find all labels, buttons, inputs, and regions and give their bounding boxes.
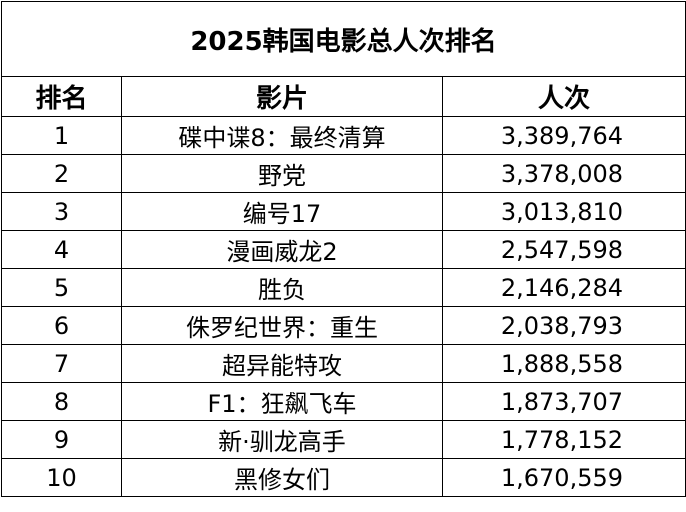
people-cell: 3,013,810 (441, 192, 686, 231)
film-cell: 碟中谍8：最终清算 (121, 116, 443, 155)
film-cell: 胜负 (121, 268, 443, 307)
people-cell: 1,670,559 (441, 458, 686, 497)
rank-cell: 3 (1, 192, 122, 231)
rank-cell: 9 (1, 420, 122, 459)
title-row: 2025韩国电影总人次排名 (0, 1, 686, 77)
film-cell: 野党 (121, 154, 443, 193)
table-row: 5 胜负 2,146,284 (1, 268, 686, 307)
rank-cell: 2 (1, 154, 122, 193)
header-row: 排名 影片 人次 (1, 76, 686, 117)
header-rank: 排名 (1, 76, 122, 117)
film-cell: 侏罗纪世界：重生 (121, 306, 443, 345)
table-row: 7 超异能特攻 1,888,558 (1, 344, 686, 383)
people-cell: 1,888,558 (441, 344, 686, 383)
film-cell: 漫画威龙2 (121, 230, 443, 269)
header-film: 影片 (121, 76, 443, 117)
film-cell: 黑修女们 (121, 458, 443, 497)
header-people: 人次 (441, 76, 686, 117)
table-row: 1 碟中谍8：最终清算 3,389,764 (1, 116, 686, 155)
film-cell: 超异能特攻 (121, 344, 443, 383)
table-row: 8 F1：狂飙飞车 1,873,707 (1, 382, 686, 421)
film-cell: 编号17 (121, 192, 443, 231)
table-row: 9 新·驯龙高手 1,778,152 (1, 420, 686, 459)
table-row: 2 野党 3,378,008 (1, 154, 686, 193)
people-cell: 3,389,764 (441, 116, 686, 155)
rank-cell: 5 (1, 268, 122, 307)
people-cell: 1,778,152 (441, 420, 686, 459)
table-row: 4 漫画威龙2 2,547,598 (1, 230, 686, 269)
rank-cell: 6 (1, 306, 122, 345)
table-row: 3 编号17 3,013,810 (1, 192, 686, 231)
ranking-table: 2025韩国电影总人次排名 排名 影片 人次 1 碟中谍8：最终清算 3,389… (0, 1, 686, 497)
table-row: 10 黑修女们 1,670,559 (1, 458, 686, 497)
table-title: 2025韩国电影总人次排名 (0, 1, 686, 77)
table-row: 6 侏罗纪世界：重生 2,038,793 (1, 306, 686, 345)
film-cell: F1：狂飙飞车 (121, 382, 443, 421)
rank-cell: 8 (1, 382, 122, 421)
rank-cell: 7 (1, 344, 122, 383)
film-cell: 新·驯龙高手 (121, 420, 443, 459)
people-cell: 2,547,598 (441, 230, 686, 269)
rank-cell: 10 (1, 458, 122, 497)
people-cell: 3,378,008 (441, 154, 686, 193)
people-cell: 2,146,284 (441, 268, 686, 307)
people-cell: 2,038,793 (441, 306, 686, 345)
rank-cell: 4 (1, 230, 122, 269)
people-cell: 1,873,707 (441, 382, 686, 421)
rank-cell: 1 (1, 116, 122, 155)
